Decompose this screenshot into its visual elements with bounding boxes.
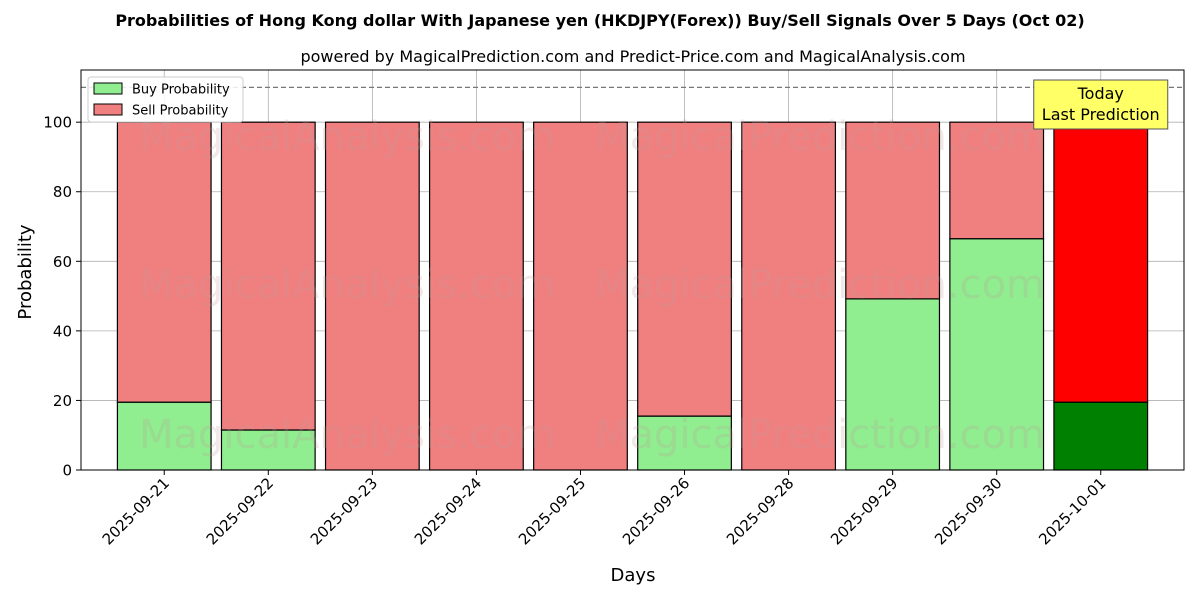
x-tick-label: 2025-09-29: [827, 474, 901, 548]
annotation-text: Last Prediction: [1042, 105, 1160, 124]
legend-label: Sell Probability: [132, 104, 229, 119]
x-tick-label: 2025-09-26: [619, 474, 693, 548]
watermark-text: MagicalPrediction.com: [595, 412, 1045, 458]
x-tick-label: 2025-10-01: [1035, 474, 1109, 548]
y-tick-label: 100: [43, 114, 72, 132]
x-tick-label: 2025-09-30: [931, 474, 1005, 548]
watermark-text: MagicalAnalysis.com: [139, 262, 555, 308]
sell-bar: [741, 121, 837, 471]
buy-bar: [845, 298, 941, 471]
sell-bar: [220, 121, 316, 431]
sell-bar: [533, 121, 628, 471]
buy-bar: [949, 238, 1045, 471]
sell-bar: [428, 121, 524, 471]
legend-swatch: [93, 82, 123, 95]
legend-swatch: [93, 103, 123, 116]
x-tick-label: 2025-09-24: [411, 474, 485, 548]
legend: Buy Probability Sell Probability: [87, 76, 244, 123]
y-tick-label: 60: [53, 253, 72, 271]
buy-bar: [1053, 401, 1149, 471]
x-tick-label: 2025-09-23: [307, 474, 381, 548]
watermarks: MagicalAnalysis.com MagicalPrediction.com…: [139, 114, 1045, 458]
y-tick-label: 0: [62, 462, 72, 480]
watermark-text: MagicalPrediction.com: [595, 114, 1045, 160]
sell-bar: [637, 121, 732, 417]
chart-subtitle: powered by MagicalPrediction.com and Pre…: [300, 47, 965, 66]
y-tick-label: 40: [53, 322, 72, 340]
legend-label: Buy Probability: [132, 83, 230, 98]
watermark-text: MagicalAnalysis.com: [139, 412, 555, 458]
sell-bar: [845, 121, 941, 300]
x-tick-label: 2025-09-21: [99, 474, 173, 548]
watermark-text: MagicalPrediction.com: [595, 262, 1045, 308]
x-tick-label: 2025-09-22: [203, 474, 277, 548]
x-tick-label: 2025-09-25: [515, 474, 589, 548]
annotation-text: Today: [1077, 84, 1124, 103]
y-axis: 0 20 40 60 80 100: [43, 114, 81, 480]
x-axis: 2025-09-21 2025-09-22 2025-09-23 2025-09-24…: [99, 470, 1110, 548]
chart-title: Probabilities of Hong Kong dollar With J…: [115, 11, 1084, 30]
sell-bar: [949, 121, 1045, 240]
x-axis-label: Days: [611, 565, 656, 586]
y-axis-label: Probability: [15, 224, 36, 319]
annotation-box: [1033, 79, 1169, 130]
sell-bar: [116, 121, 212, 403]
today-annotation: Today Last Prediction: [1033, 79, 1169, 130]
bars: [116, 121, 1149, 471]
sell-bar: [324, 121, 420, 471]
sell-bar: [1053, 121, 1149, 403]
y-tick-label: 20: [53, 392, 72, 410]
plot-frame: [80, 69, 1185, 471]
x-tick-label: 2025-09-28: [723, 474, 797, 548]
y-tick-label: 80: [53, 183, 72, 201]
legend-box: [87, 76, 244, 123]
